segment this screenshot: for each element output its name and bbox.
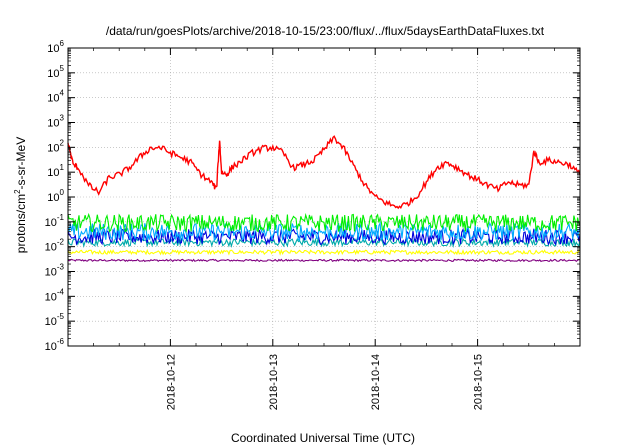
series-line-red — [67, 135, 581, 210]
y-tick-label: 104 — [47, 89, 64, 105]
y-tick-label: 10-6 — [45, 337, 65, 353]
series-line — [67, 248, 581, 256]
y-tick-label: 100 — [47, 188, 64, 204]
series-line — [67, 212, 581, 233]
x-tick-label: 2018-10-13 — [268, 354, 280, 410]
y-tick-label: 10-1 — [45, 213, 65, 229]
grid-lines — [68, 48, 580, 346]
x-tick-label: 2018-10-14 — [370, 354, 382, 410]
y-tick-label: 101 — [47, 163, 64, 179]
axis-ticks: 106 105 104 103 102 101 100 10-1 10-2 10-3 10-4 10-… — [45, 39, 580, 410]
chart-title: /data/run/goesPlots/archive/2018-10-15/2… — [106, 24, 545, 38]
x-tick-label: 2018-10-15 — [473, 354, 485, 410]
y-tick-label: 10-2 — [45, 238, 65, 254]
x-axis-label: Coordinated Universal Time (UTC) — [231, 431, 415, 445]
y-axis-label-sup: 2 — [13, 189, 22, 194]
y-axis-label: protons/cm2-s-sr-MeV — [13, 137, 28, 253]
y-tick-label: 10-5 — [45, 312, 65, 328]
y-tick-label: 106 — [47, 39, 64, 55]
y-tick-label: 10-3 — [45, 263, 65, 279]
series-line — [67, 221, 581, 243]
x-tick-label: 2018-10-12 — [165, 354, 177, 410]
y-axis-label-pre: protons/cm — [14, 194, 28, 253]
y-axis-label-post: -s-sr-MeV — [14, 137, 28, 190]
y-tick-label: 103 — [47, 114, 64, 130]
y-tick-label: 105 — [47, 64, 64, 80]
series-layer — [67, 135, 581, 263]
y-tick-label: 102 — [47, 138, 64, 154]
y-tick-label: 10-4 — [45, 287, 65, 303]
series-line — [67, 258, 581, 263]
